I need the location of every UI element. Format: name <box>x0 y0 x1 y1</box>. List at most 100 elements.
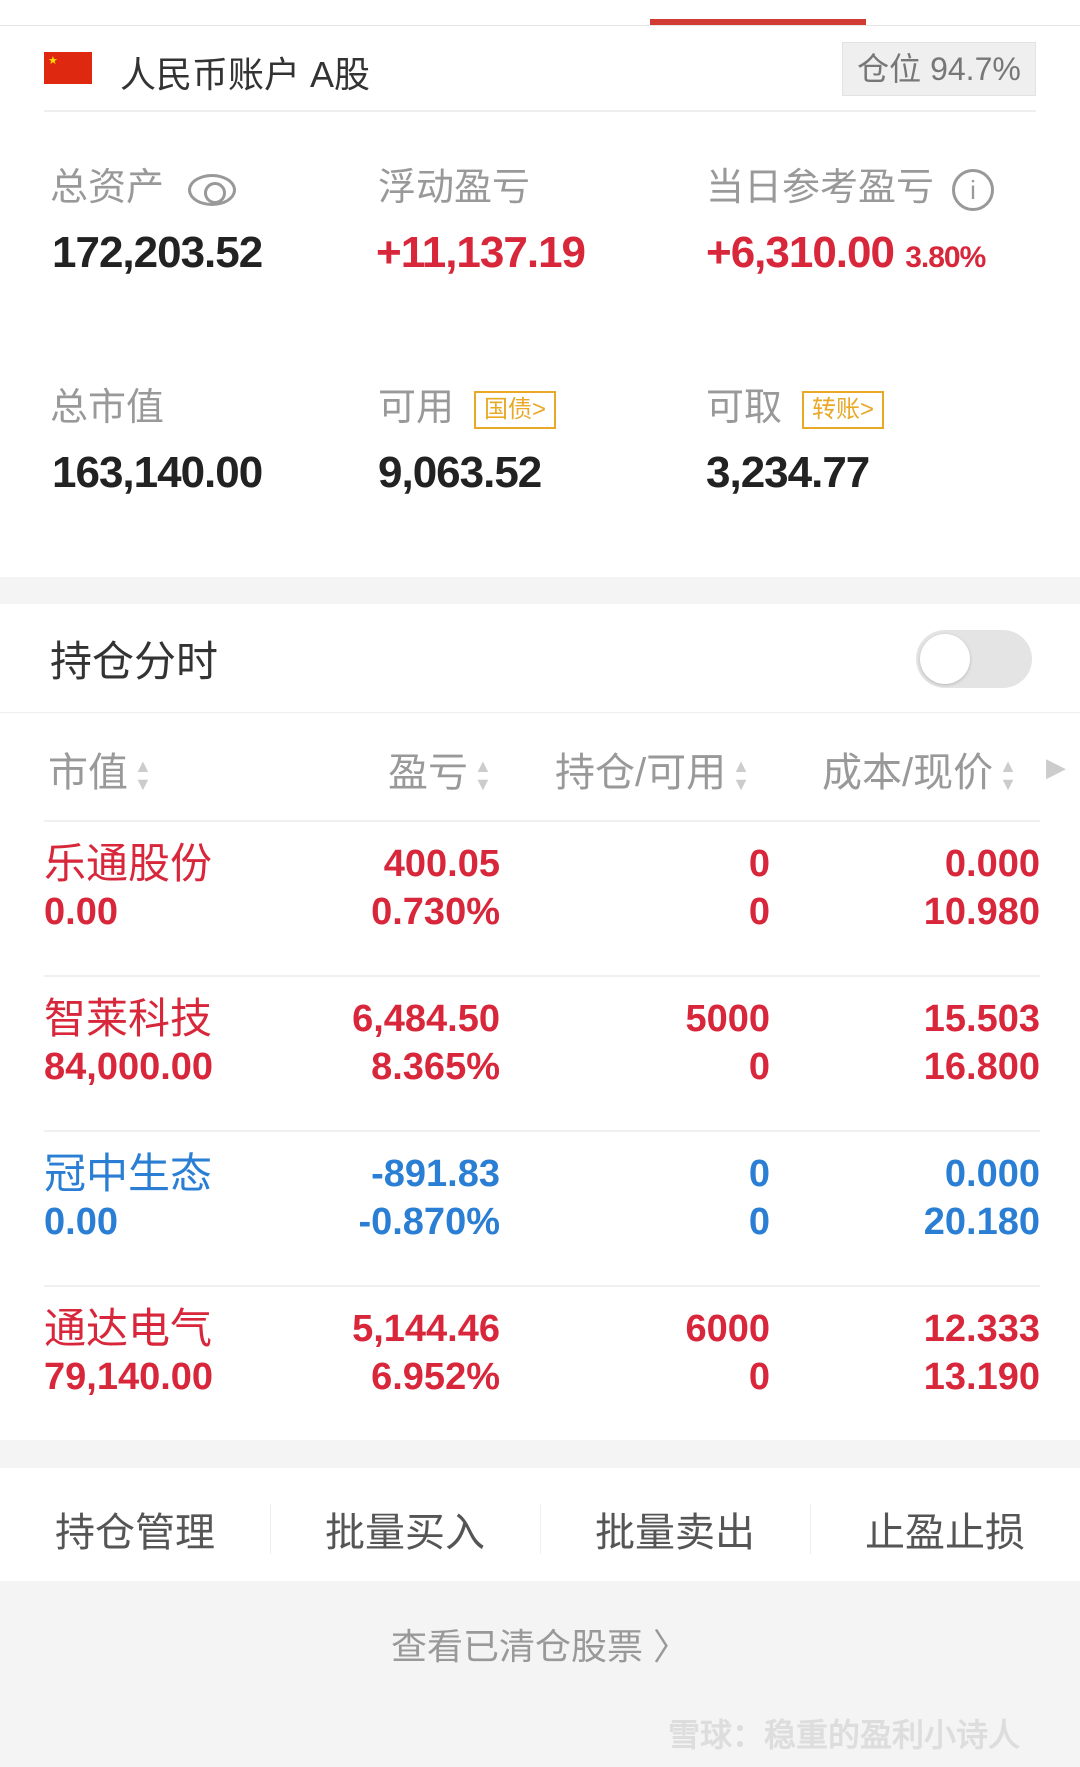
stock-market-value: 84,000.00 <box>44 1046 214 1088</box>
stock-market-value: 0.00 <box>44 891 118 933</box>
stock-hold: 6000 0 <box>570 1305 770 1401</box>
day-pl-value: +6,310.00 3.80% <box>706 228 986 278</box>
current-price: 13.190 <box>923 1356 1040 1398</box>
eye-icon[interactable] <box>188 173 237 206</box>
current-price: 10.980 <box>923 891 1040 933</box>
withdrawable-label: 可取 转账> <box>706 376 885 431</box>
position-badge: 仓位 94.7% <box>842 42 1036 96</box>
stop-profit-loss-button[interactable]: 止盈止损 <box>865 1511 1025 1555</box>
pl-amount: 5,144.46 <box>352 1308 500 1350</box>
pl-pct: 8.365% <box>371 1046 500 1088</box>
account-name[interactable]: 人民币账户 A股 <box>120 54 371 95</box>
divider <box>44 1130 1040 1132</box>
float-pl-value: +11,137.19 <box>376 228 586 277</box>
position-label: 仓位 <box>857 51 922 87</box>
float-pl-label: 浮动盈亏 <box>378 167 531 209</box>
intraday-toggle[interactable] <box>916 630 1032 688</box>
col-pl[interactable]: 盈亏 ▲ ▼ <box>388 740 492 798</box>
withdrawable-value: 3,234.77 <box>706 448 870 497</box>
account-panel <box>0 0 1080 577</box>
current-price: 20.180 <box>923 1201 1040 1243</box>
col-label: 持仓/可用 <box>555 751 727 795</box>
cost-price: 0.000 <box>944 1153 1040 1195</box>
info-icon[interactable]: i <box>952 168 995 211</box>
stock-cost: 12.333 13.190 <box>840 1305 1040 1401</box>
position-value: 94.7% <box>930 51 1021 87</box>
batch-sell-button[interactable]: 批量卖出 <box>595 1511 755 1555</box>
day-pl-pct: 3.80% <box>905 241 986 274</box>
active-tab-indicator <box>650 19 866 25</box>
col-label: 成本/现价 <box>822 751 994 795</box>
avail-qty: 0 <box>748 1046 770 1088</box>
stock-pl: -891.83 -0.870% <box>300 1150 500 1246</box>
hold-qty: 5000 <box>685 998 770 1040</box>
batch-buy-button[interactable]: 批量买入 <box>325 1511 485 1555</box>
divider <box>44 110 1036 112</box>
stock-info: 通达电气 79,140.00 <box>44 1305 213 1401</box>
stock-info: 乐通股份 0.00 <box>44 840 212 936</box>
hold-qty: 6000 <box>685 1308 770 1350</box>
col-cost[interactable]: 成本/现价 ▲ ▼ <box>822 740 1017 798</box>
avail-qty: 0 <box>748 1201 770 1243</box>
pl-amount: 400.05 <box>383 843 500 885</box>
holdings-title: 持仓分时 <box>50 638 219 685</box>
stock-cost: 15.503 16.800 <box>840 995 1040 1091</box>
stock-cost: 0.000 20.180 <box>840 1150 1040 1246</box>
sort-icon: ▲ ▼ <box>134 756 152 795</box>
available-text: 可用 <box>378 387 455 429</box>
pl-pct: 0.730% <box>371 891 500 933</box>
col-label: 市值 <box>48 751 128 795</box>
divider <box>44 975 1040 977</box>
cn-flag-icon: ★ <box>44 52 92 84</box>
avail-qty: 0 <box>748 1356 770 1398</box>
scroll-right-icon[interactable]: ▶ <box>1046 752 1066 782</box>
cost-price: 12.333 <box>923 1308 1040 1350</box>
pl-amount: 6,484.50 <box>352 998 500 1040</box>
sort-icon: ▲ ▼ <box>999 756 1017 795</box>
market-value-label: 总市值 <box>50 387 165 429</box>
divider <box>0 712 1080 713</box>
table-row[interactable]: 通达电气 79,140.00 5,144.46 6.952% 6000 0 12.33… <box>0 1287 1080 1442</box>
cleared-stocks-link[interactable]: 查看已清仓股票 〉 <box>390 1626 689 1667</box>
stock-name: 冠中生态 <box>44 1150 213 1197</box>
bond-tag-button[interactable]: 国债> <box>474 390 557 429</box>
total-assets-value: 172,203.52 <box>52 228 263 277</box>
sort-icon: ▲ ▼ <box>474 756 492 795</box>
divider <box>44 820 1040 822</box>
watermark: 雪球：稳重的盈利小诗人 <box>668 1717 1021 1753</box>
total-assets-label: 总资产 <box>50 156 237 211</box>
separator <box>540 1504 541 1554</box>
cost-price: 15.503 <box>923 998 1040 1040</box>
available-label: 可用 国债> <box>378 376 557 431</box>
stock-cost: 0.000 10.980 <box>840 840 1040 936</box>
hold-qty: 0 <box>748 1153 770 1195</box>
stock-info: 冠中生态 0.00 <box>44 1150 212 1246</box>
cost-price: 0.000 <box>944 843 1040 885</box>
stock-pl: 5,144.46 6.952% <box>300 1305 500 1401</box>
transfer-tag-button[interactable]: 转账> <box>802 390 885 429</box>
col-market-value[interactable]: 市值 ▲ ▼ <box>48 740 152 798</box>
total-assets-text: 总资产 <box>50 167 165 209</box>
manage-holdings-button[interactable]: 持仓管理 <box>55 1511 215 1555</box>
stock-name: 通达电气 <box>44 1305 213 1352</box>
hold-qty: 0 <box>748 843 770 885</box>
day-pl-text: 当日参考盈亏 <box>706 167 935 209</box>
available-value: 9,063.52 <box>378 448 542 497</box>
divider <box>44 1285 1040 1287</box>
withdrawable-text: 可取 <box>706 387 783 429</box>
col-hold[interactable]: 持仓/可用 ▲ ▼ <box>555 740 750 798</box>
pl-amount: -891.83 <box>371 1153 500 1195</box>
stock-name: 乐通股份 <box>44 840 213 887</box>
pl-pct: -0.870% <box>358 1201 500 1243</box>
sort-icon: ▲ ▼ <box>732 756 750 795</box>
col-label: 盈亏 <box>388 751 468 795</box>
current-price: 16.800 <box>923 1046 1040 1088</box>
avail-qty: 0 <box>748 891 770 933</box>
table-row[interactable]: 智莱科技 84,000.00 6,484.50 8.365% 5000 0 15.50… <box>0 977 1080 1132</box>
stock-info: 智莱科技 84,000.00 <box>44 995 213 1091</box>
day-pl-amount: +6,310.00 <box>706 228 895 277</box>
